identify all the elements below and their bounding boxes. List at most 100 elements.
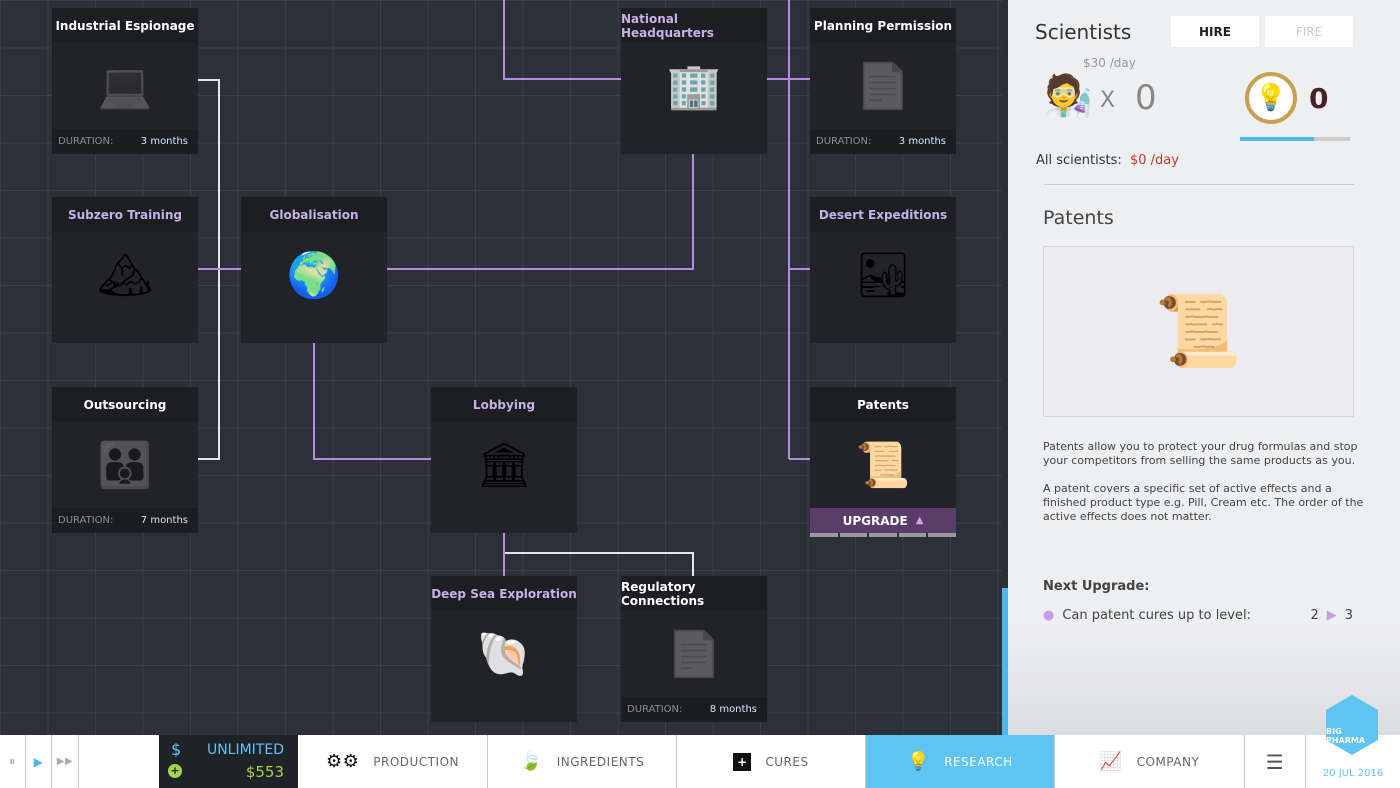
- description-paragraph: Patents allow you to protect your drug f…: [1043, 440, 1358, 467]
- documents-icon: 📄: [666, 629, 722, 680]
- detail-description: Patents allow you to protect your drug f…: [1043, 440, 1373, 524]
- research-card-subzero-training[interactable]: Subzero Training 🏔: [52, 197, 198, 343]
- chart-icon: 📈: [1099, 751, 1123, 772]
- nav-label: RESEARCH: [944, 754, 1013, 769]
- laptop-icon: 💻: [97, 61, 153, 112]
- nav-label: COMPANY: [1136, 754, 1200, 769]
- research-card-desert-expeditions[interactable]: Desert Expeditions 🏜: [810, 197, 956, 343]
- scientist-icon: 🧑‍🔬: [1043, 73, 1093, 119]
- duration-label: DURATION:: [58, 136, 114, 147]
- card-title: National Headquarters: [621, 8, 767, 43]
- hire-button[interactable]: HIRE: [1171, 16, 1259, 47]
- all-scientists-label: All scientists:: [1036, 153, 1122, 168]
- nav-company[interactable]: 📈 COMPANY: [1055, 735, 1245, 788]
- duration-value: 7 months: [140, 515, 188, 526]
- date-area: BIG PHARMA 20 JUL 2016: [1306, 695, 1400, 788]
- fast-forward-button[interactable]: ▶▶: [52, 735, 79, 788]
- snow-island-icon: 🏔: [97, 250, 153, 301]
- research-points: 0: [1309, 82, 1329, 115]
- spacer: [79, 735, 159, 788]
- duration-value: 3 months: [140, 136, 188, 147]
- upgrade-label: UPGRADE: [842, 513, 908, 528]
- add-money-icon[interactable]: +: [168, 764, 182, 778]
- duration-row: DURATION: 7 months: [52, 508, 198, 533]
- research-card-regulatory-connections[interactable]: Regulatory Connections 📄 DURATION: 8 months: [621, 576, 767, 722]
- capitol-building-icon: 🏛: [476, 440, 532, 491]
- research-card-globalisation[interactable]: Globalisation 🌍: [241, 197, 387, 343]
- upgrade-button[interactable]: UPGRADE ▲: [810, 508, 956, 533]
- upgrade-item: ● Can patent cures up to level: 2 ▶ 3: [1043, 608, 1353, 623]
- research-card-planning-permission[interactable]: Planning Permission 📄 DURATION: 3 months: [810, 8, 956, 154]
- play-button[interactable]: ▶: [26, 735, 52, 788]
- research-tree[interactable]: Industrial Espionage 💻 DURATION: 3 months Su…: [0, 0, 1002, 735]
- card-title: Regulatory Connections: [621, 576, 767, 611]
- times-sign: X: [1100, 88, 1116, 113]
- description-paragraph: A patent covers a specific set of active…: [1043, 482, 1364, 523]
- office-building-icon: 🏢: [666, 61, 722, 112]
- card-title: Desert Expeditions: [810, 197, 956, 232]
- card-title: Outsourcing: [52, 387, 198, 422]
- duration-row: DURATION: 3 months: [810, 129, 956, 154]
- research-card-industrial-espionage[interactable]: Industrial Espionage 💻 DURATION: 3 months: [52, 8, 198, 154]
- dollar-icon: $: [171, 740, 182, 759]
- nav-label: CURES: [765, 754, 809, 769]
- info-panel: Scientists HIRE FIRE $30 /day 🧑‍🔬 X 0 💡 …: [1008, 0, 1400, 735]
- duration-value: 3 months: [898, 136, 946, 147]
- duration-row: DURATION: 8 months: [621, 697, 767, 722]
- pause-button[interactable]: ⏸: [0, 735, 26, 788]
- duration-row: DURATION: 3 months: [52, 129, 198, 154]
- card-title: Lobbying: [431, 387, 577, 422]
- upgrade-from: 2: [1310, 608, 1319, 623]
- lightbulb-icon: 💡: [1245, 72, 1297, 124]
- research-card-national-headquarters[interactable]: National Headquarters 🏢: [621, 8, 767, 154]
- globe-icon: 🌍: [286, 250, 342, 301]
- triangle-up-icon: ▲: [915, 515, 924, 526]
- upgrade-item-label: Can patent cures up to level:: [1062, 608, 1251, 623]
- research-card-deep-sea-exploration[interactable]: Deep Sea Exploration 🐚: [431, 576, 577, 722]
- nav-ingredients[interactable]: 🍃 INGREDIENTS: [488, 735, 677, 788]
- card-title: Deep Sea Exploration: [431, 576, 577, 611]
- detail-title: Patents: [1043, 207, 1114, 229]
- nav-production[interactable]: ⚙⚙ PRODUCTION: [298, 735, 488, 788]
- duration-label: DURATION:: [627, 704, 683, 715]
- nav-cures[interactable]: + CURES: [677, 735, 866, 788]
- menu-button[interactable]: ☰: [1245, 735, 1306, 788]
- plus-box-icon: +: [733, 752, 752, 771]
- scientists-title: Scientists: [1035, 20, 1132, 44]
- bottom-bar: ⏸ ▶ ▶▶ $ UNLIMITED + $553 ⚙⚙ PRODUCTION 🍃…: [0, 695, 1400, 788]
- research-card-lobbying[interactable]: Lobbying 🏛: [431, 387, 577, 533]
- next-upgrade-label: Next Upgrade:: [1043, 579, 1150, 594]
- card-title: Planning Permission: [810, 8, 956, 43]
- card-title: Industrial Espionage: [52, 8, 198, 43]
- patent-certificate-icon: 📜: [1043, 246, 1354, 417]
- arrow-right-icon: ▶: [1326, 608, 1337, 623]
- money-display: $ UNLIMITED + $553: [159, 735, 298, 788]
- upgrade-level-bar: [810, 533, 956, 537]
- duration-label: DURATION:: [816, 136, 872, 147]
- nav-label: PRODUCTION: [373, 754, 459, 769]
- scientist-cost: $30 /day: [1083, 56, 1136, 70]
- hamburger-icon: ☰: [1265, 749, 1285, 774]
- scroll-indicator[interactable]: [1002, 588, 1008, 735]
- bullet-icon: ●: [1043, 608, 1055, 623]
- documents-icon: 📄: [855, 61, 911, 112]
- tree-connections: [197, 0, 810, 576]
- card-title: Subzero Training: [52, 197, 198, 232]
- research-card-patents[interactable]: Patents 📜 UPGRADE ▲: [810, 387, 956, 537]
- sea-island-icon: 🐚: [476, 629, 532, 680]
- desert-island-icon: 🏜: [855, 250, 911, 301]
- nav-research[interactable]: 💡 RESEARCH: [866, 735, 1055, 788]
- card-title: Patents: [810, 387, 956, 422]
- all-scientists-cost: $0 /day: [1130, 153, 1179, 168]
- patent-certificate-icon: 📜: [855, 440, 911, 491]
- leaf-icon: 🍃: [519, 751, 543, 772]
- money-limit: UNLIMITED: [206, 742, 284, 758]
- money-value: $553: [245, 763, 284, 781]
- research-progress-bar: [1240, 137, 1350, 141]
- research-card-outsourcing[interactable]: Outsourcing 👪 DURATION: 7 months: [52, 387, 198, 533]
- people-icon: 👪: [97, 440, 153, 491]
- fire-button[interactable]: FIRE: [1265, 16, 1353, 47]
- nav-label: INGREDIENTS: [556, 754, 645, 769]
- upgrade-to: 3: [1344, 608, 1353, 623]
- game-date: 20 JUL 2016: [1322, 768, 1384, 779]
